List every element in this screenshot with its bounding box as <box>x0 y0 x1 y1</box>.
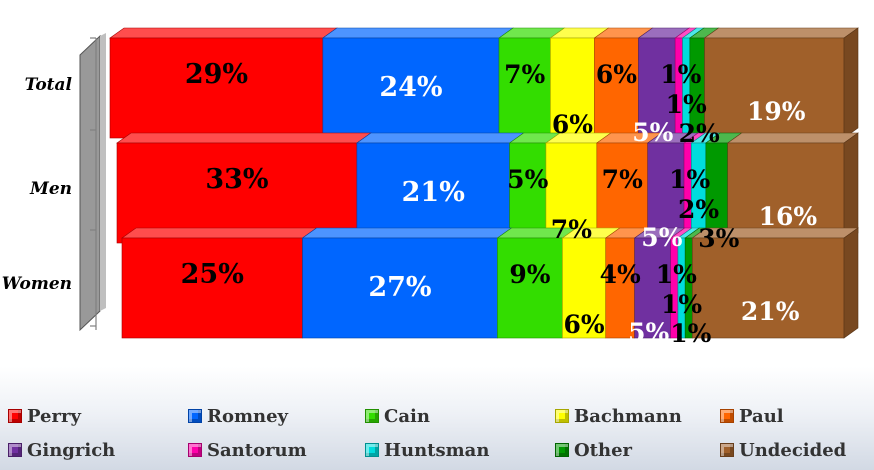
data-label-other-women: 1% <box>670 319 711 348</box>
bar-segment-paul-women <box>604 227 650 339</box>
bars-layer <box>109 27 859 339</box>
category-label-total: Total <box>25 75 73 95</box>
data-label-santorum-women: 1% <box>656 260 697 289</box>
data-label-santorum-total: 1% <box>660 60 701 89</box>
category-labels: Total Men Women <box>2 75 73 294</box>
data-label-paul-total: 6% <box>596 60 637 89</box>
bar-segment-cain-women <box>496 227 578 339</box>
data-label-gingrich-total: 5% <box>632 118 673 147</box>
legend-swatch <box>365 409 379 423</box>
legend-swatch <box>365 443 379 457</box>
data-label-bachmann-women: 6% <box>564 310 605 339</box>
bar-segment-perry-men <box>116 132 372 244</box>
data-label-perry-men: 33% <box>205 164 268 195</box>
data-label-paul-women: 4% <box>600 260 641 289</box>
category-label-women: Women <box>2 274 72 294</box>
bar-end-cap <box>843 227 859 339</box>
legend-label: Santorum <box>207 439 307 461</box>
back-wall-edge <box>100 33 106 311</box>
data-label-other-men: 3% <box>698 224 739 253</box>
chart-legend: Perry Romney Cain Bachmann Paul Gingrich Santo… <box>0 398 874 470</box>
data-label-romney-women: 27% <box>368 272 431 303</box>
data-label-cain-total: 7% <box>504 60 545 89</box>
data-label-paul-men: 7% <box>602 165 643 194</box>
legend-label: Other <box>574 439 633 461</box>
legend-label: Paul <box>739 405 784 427</box>
bar-segment-other-men <box>704 132 743 244</box>
bar-end-cap <box>843 27 859 139</box>
data-label-huntsman-total: 1% <box>666 90 707 119</box>
bar-segment-undecided-women <box>691 227 859 339</box>
data-label-gingrich-women: 5% <box>628 318 669 347</box>
bar-segment-cain-total <box>498 27 566 139</box>
data-label-cain-men: 5% <box>507 165 548 194</box>
data-label-undecided-men: 16% <box>759 202 818 231</box>
data-label-santorum-men: 1% <box>669 165 710 194</box>
data-label-huntsman-men: 2% <box>678 195 719 224</box>
legend-swatch <box>720 409 734 423</box>
legend-item-other: Other <box>555 436 632 464</box>
category-label-men: Men <box>29 179 72 199</box>
legend-item-perry: Perry <box>8 402 81 430</box>
data-label-romney-men: 21% <box>402 177 465 208</box>
data-label-bachmann-total: 6% <box>552 110 593 139</box>
data-label-gingrich-men: 5% <box>641 223 682 252</box>
bar-segment-gingrich-men <box>646 132 699 244</box>
legend-label: Undecided <box>739 439 847 461</box>
data-label-huntsman-women: 1% <box>661 290 702 319</box>
legend-item-undecided: Undecided <box>720 436 846 464</box>
data-label-undecided-women: 21% <box>741 297 800 326</box>
bar-total <box>109 27 859 139</box>
legend-item-bachmann: Bachmann <box>555 402 682 430</box>
legend-swatch <box>555 409 569 423</box>
bar-segment-romney-men <box>355 132 525 244</box>
legend-swatch <box>188 409 202 423</box>
back-wall-panel <box>79 34 101 332</box>
bar-segment-other-total <box>688 27 720 139</box>
legend-label: Gingrich <box>27 439 116 461</box>
data-label-perry-total: 29% <box>185 59 248 90</box>
legend-label: Perry <box>27 405 81 427</box>
legend-item-cain: Cain <box>365 402 430 430</box>
legend-swatch <box>8 409 22 423</box>
data-label-cain-women: 9% <box>509 260 550 289</box>
bar-segment-paul-total <box>593 27 654 139</box>
legend-item-huntsman: Huntsman <box>365 436 489 464</box>
data-label-other-total: 2% <box>679 119 720 148</box>
data-label-romney-total: 24% <box>379 72 442 103</box>
bar-end-cap <box>843 132 859 244</box>
bar-men <box>116 132 859 244</box>
bar-women <box>121 227 859 339</box>
data-label-undecided-total: 19% <box>747 97 806 126</box>
legend-swatch <box>720 443 734 457</box>
legend-label: Bachmann <box>574 405 682 427</box>
legend-swatch <box>8 443 22 457</box>
legend-item-romney: Romney <box>188 402 288 430</box>
bar-segment-undecided-total <box>703 27 859 139</box>
data-label-perry-women: 25% <box>181 259 244 290</box>
legend-label: Huntsman <box>384 439 490 461</box>
bar-segment-romney-total <box>321 27 514 139</box>
legend-item-gingrich: Gingrich <box>8 436 115 464</box>
data-label-bachmann-men: 7% <box>551 215 592 244</box>
bar-segment-bachmann-men <box>544 132 612 244</box>
category-axis <box>90 37 97 330</box>
bar-segment-undecided-men <box>726 132 859 244</box>
legend-swatch <box>555 443 569 457</box>
bar-segment-cain-men <box>508 132 561 244</box>
legend-label: Cain <box>384 405 430 427</box>
legend-label: Romney <box>207 405 289 427</box>
legend-item-santorum: Santorum <box>188 436 307 464</box>
bar-segment-bachmann-total <box>549 27 610 139</box>
chart-back-wall <box>79 33 106 332</box>
bar-segment-perry-women <box>121 227 318 339</box>
legend-swatch <box>188 443 202 457</box>
legend-item-paul: Paul <box>720 402 784 430</box>
data-labels-layer: 29% 24% 7%6%6%5%1%1%2%19%33% 21% 5%7%7%5%1%2… <box>181 59 818 348</box>
